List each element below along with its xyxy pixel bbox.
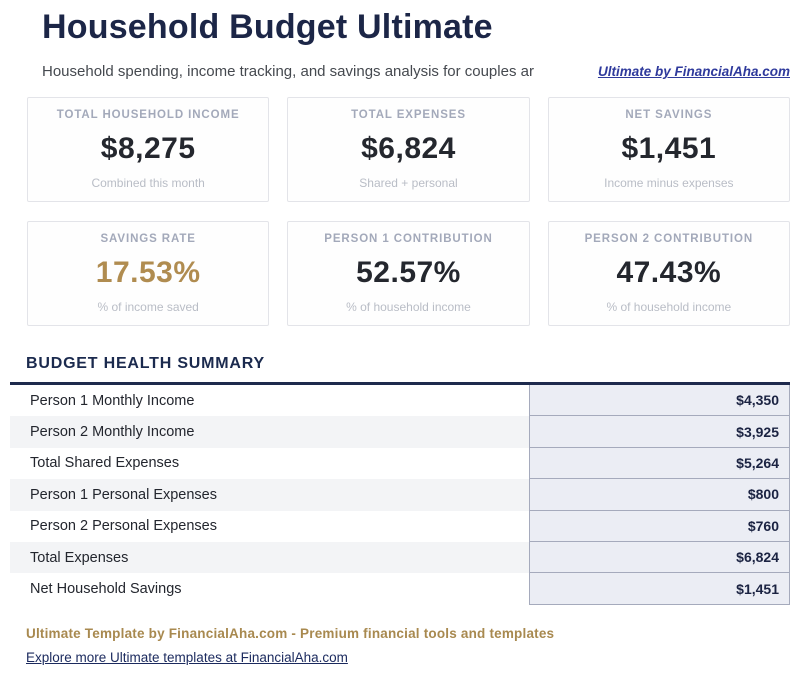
table-row: Person 1 Monthly Income $4,350: [10, 385, 790, 417]
row-value: $4,350: [529, 385, 790, 417]
stat-card: PERSON 2 CONTRIBUTION 47.43% % of househ…: [547, 221, 790, 326]
row-label: Total Expenses: [10, 541, 529, 574]
stat-card-caption: % of income saved: [97, 300, 199, 314]
row-value: $800: [529, 479, 790, 511]
stat-card: SAVINGS RATE 17.53% % of income saved: [27, 221, 270, 326]
footer-tagline: Ultimate Template by FinancialAha.com - …: [26, 625, 555, 641]
page-subtitle: Household spending, income tracking, and…: [42, 63, 534, 80]
table-row: Net Household Savings $1,451: [10, 573, 790, 605]
stat-card-label: TOTAL HOUSEHOLD INCOME: [56, 109, 240, 121]
stat-card-value: $6,824: [361, 132, 456, 165]
stat-card-label: PERSON 2 CONTRIBUTION: [584, 233, 754, 245]
stat-card-caption: Shared + personal: [359, 176, 458, 190]
row-value: $6,824: [529, 541, 790, 574]
stat-cards-grid: TOTAL HOUSEHOLD INCOME $8,275 Combined t…: [27, 97, 790, 326]
stat-card-caption: % of household income: [346, 300, 471, 314]
stat-card-label: NET SAVINGS: [625, 109, 713, 121]
stat-card: TOTAL EXPENSES $6,824 Shared + personal: [287, 97, 530, 202]
summary-heading: BUDGET HEALTH SUMMARY: [26, 355, 266, 372]
summary-table: Person 1 Monthly Income $4,350 Person 2 …: [10, 382, 790, 605]
table-row: Person 1 Personal Expenses $800: [10, 479, 790, 511]
row-value: $1,451: [529, 573, 790, 605]
row-label: Person 2 Personal Expenses: [10, 510, 529, 542]
table-row: Total Expenses $6,824: [10, 541, 790, 574]
stat-card-value: 52.57%: [356, 256, 461, 289]
row-label: Total Shared Expenses: [10, 447, 529, 480]
stat-card-value: $1,451: [621, 132, 717, 165]
table-row: Person 2 Personal Expenses $760: [10, 510, 790, 542]
stat-card-label: SAVINGS RATE: [100, 233, 196, 245]
footer: Ultimate Template by FinancialAha.com - …: [26, 626, 790, 667]
page-title: Household Budget Ultimate: [42, 8, 493, 46]
row-label: Net Household Savings: [10, 573, 529, 605]
row-value: $760: [529, 510, 790, 542]
stat-card-value: 47.43%: [616, 256, 722, 289]
brand-link[interactable]: Ultimate by FinancialAha.com: [597, 64, 790, 79]
row-value: $3,925: [529, 416, 790, 448]
row-label: Person 1 Monthly Income: [10, 385, 529, 417]
row-label: Person 2 Monthly Income: [10, 416, 529, 448]
stat-card-label: PERSON 1 CONTRIBUTION: [324, 233, 493, 245]
subtitle-row: Household spending, income tracking, and…: [42, 63, 790, 80]
household-budget-dashboard: Household Budget Ultimate Household spen…: [0, 8, 800, 674]
stat-card-caption: Income minus expenses: [604, 176, 734, 190]
stat-card: TOTAL HOUSEHOLD INCOME $8,275 Combined t…: [27, 97, 270, 202]
stat-card: PERSON 1 CONTRIBUTION 52.57% % of househ…: [287, 221, 530, 326]
stat-card: NET SAVINGS $1,451 Income minus expenses: [547, 97, 790, 202]
stat-card-value: 17.53%: [95, 256, 201, 289]
stat-card-value: $8,275: [100, 132, 196, 165]
table-row: Total Shared Expenses $5,264: [10, 447, 790, 480]
row-label: Person 1 Personal Expenses: [10, 479, 529, 511]
stat-card-caption: % of household income: [606, 300, 732, 314]
row-value: $5,264: [529, 447, 790, 480]
stat-card-caption: Combined this month: [91, 176, 205, 190]
table-row: Person 2 Monthly Income $3,925: [10, 416, 790, 448]
stat-card-label: TOTAL EXPENSES: [351, 109, 466, 121]
footer-link[interactable]: Explore more Ultimate templates at Finan…: [26, 649, 348, 665]
